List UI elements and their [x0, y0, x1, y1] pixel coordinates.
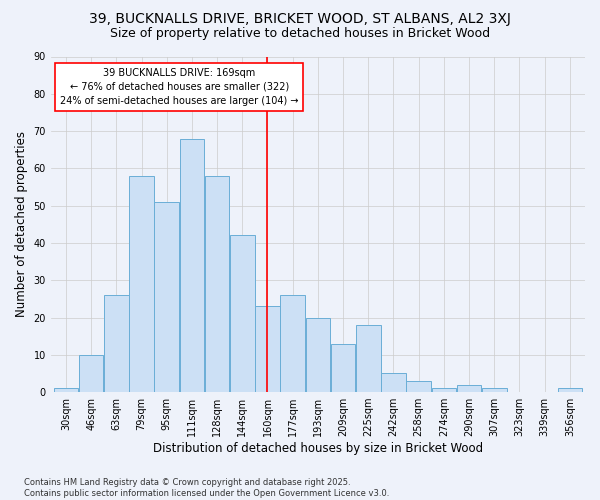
Bar: [356, 325, 380, 392]
Text: Size of property relative to detached houses in Bricket Wood: Size of property relative to detached ho…: [110, 28, 490, 40]
Bar: [205, 176, 229, 392]
Text: Contains HM Land Registry data © Crown copyright and database right 2025.
Contai: Contains HM Land Registry data © Crown c…: [24, 478, 389, 498]
Y-axis label: Number of detached properties: Number of detached properties: [15, 132, 28, 318]
Bar: [482, 388, 506, 392]
Text: 39 BUCKNALLS DRIVE: 169sqm
← 76% of detached houses are smaller (322)
24% of sem: 39 BUCKNALLS DRIVE: 169sqm ← 76% of deta…: [60, 68, 299, 106]
Bar: [457, 384, 481, 392]
Bar: [331, 344, 355, 392]
Bar: [255, 306, 280, 392]
Bar: [53, 388, 78, 392]
X-axis label: Distribution of detached houses by size in Bricket Wood: Distribution of detached houses by size …: [153, 442, 483, 455]
Bar: [230, 236, 254, 392]
Bar: [431, 388, 456, 392]
Bar: [129, 176, 154, 392]
Bar: [79, 355, 103, 392]
Bar: [104, 295, 128, 392]
Bar: [381, 374, 406, 392]
Bar: [154, 202, 179, 392]
Bar: [280, 295, 305, 392]
Text: 39, BUCKNALLS DRIVE, BRICKET WOOD, ST ALBANS, AL2 3XJ: 39, BUCKNALLS DRIVE, BRICKET WOOD, ST AL…: [89, 12, 511, 26]
Bar: [179, 138, 204, 392]
Bar: [557, 388, 582, 392]
Bar: [406, 381, 431, 392]
Bar: [305, 318, 330, 392]
